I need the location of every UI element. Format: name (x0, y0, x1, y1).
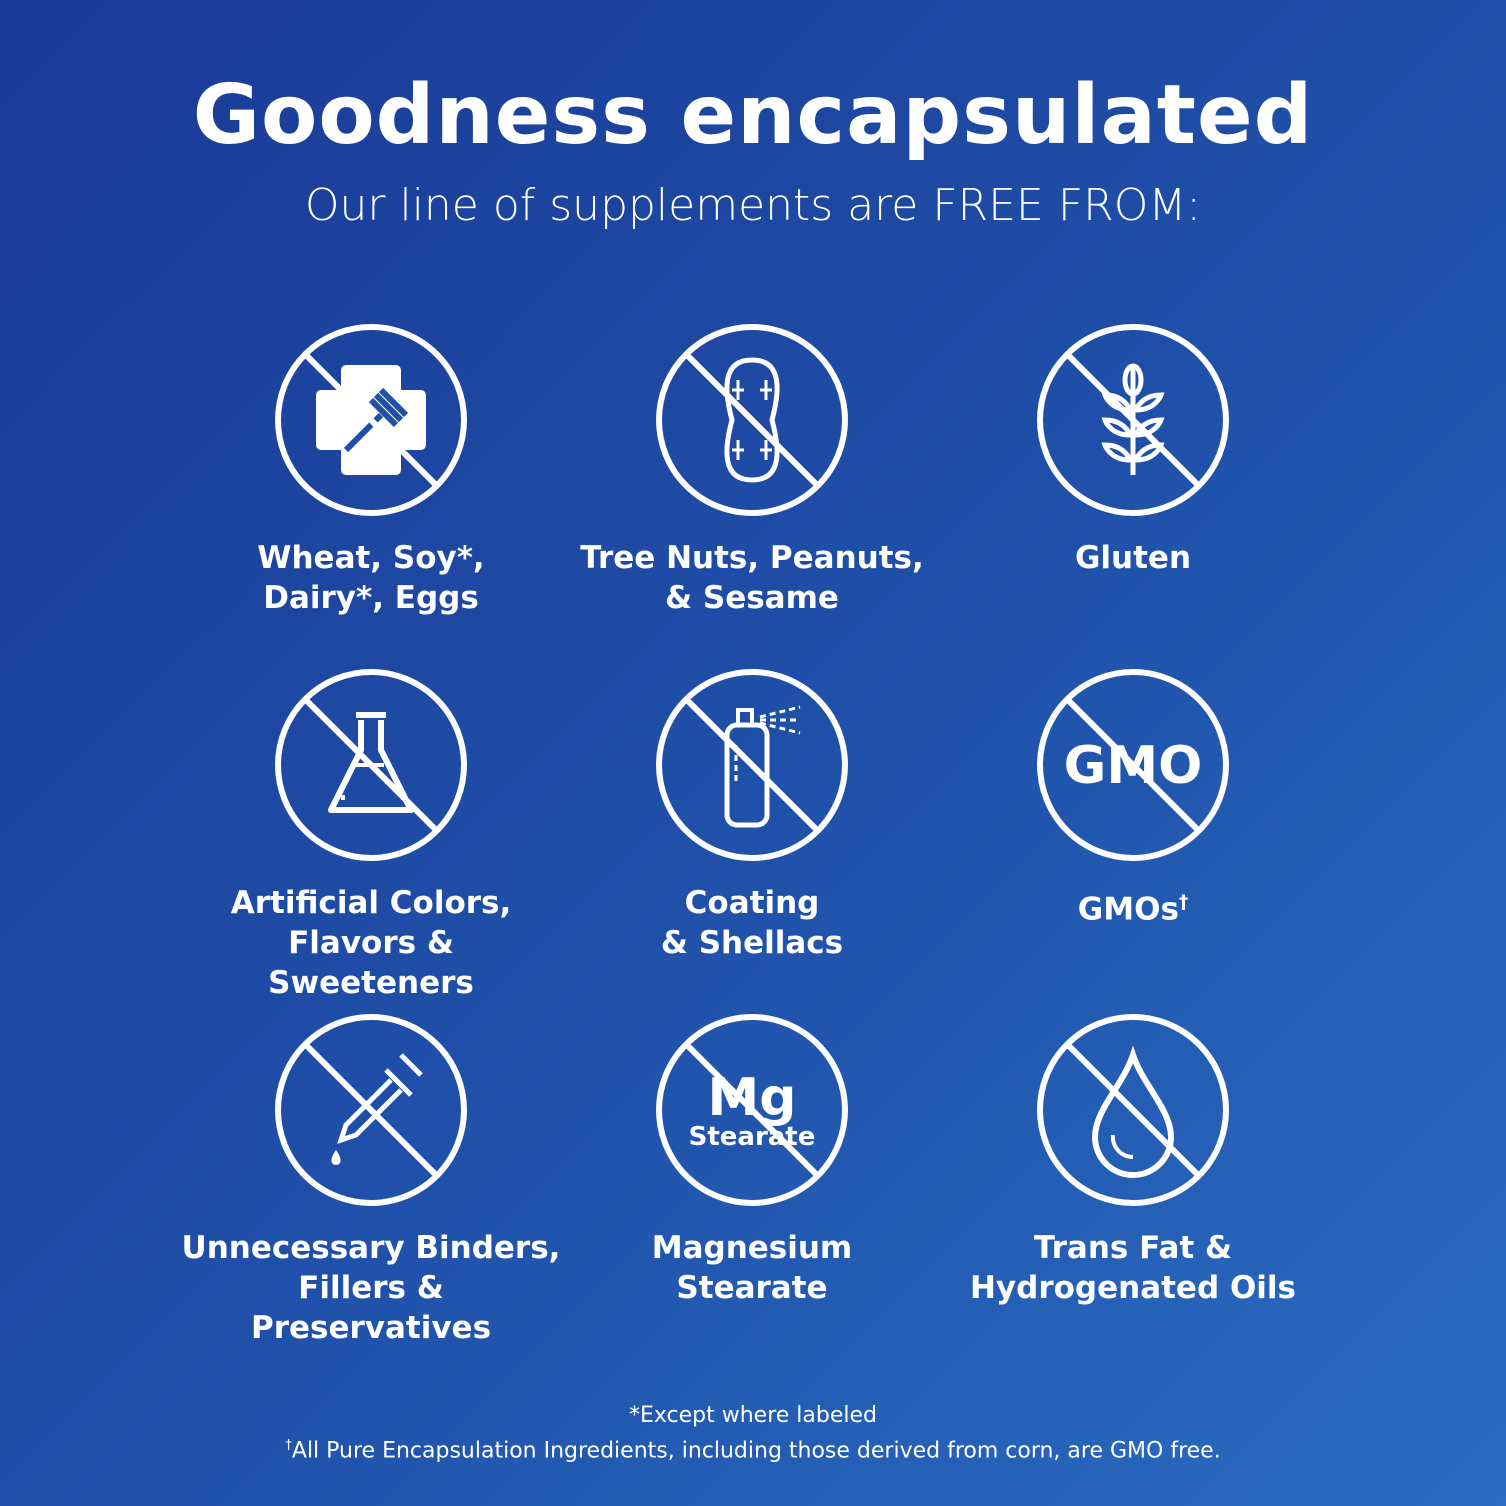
free-from-item: Artificial Colors, Flavors & Sweeteners (181, 665, 561, 1003)
icon-subtext: Stearate (689, 1122, 816, 1152)
item-label: Trans Fat & Hydrogenated Oils (969, 1230, 1296, 1306)
free-from-item: Wheat, Soy*, Dairy*, Eggs (181, 320, 561, 618)
item-label: Tree Nuts, Peanuts, & Sesame (580, 540, 924, 616)
dagger-mark: † (285, 1438, 292, 1453)
dagger-mark: † (1178, 892, 1189, 913)
free-from-item: Unnecessary Binders, Fillers & Preservat… (181, 1010, 561, 1348)
free-from-item: Trans Fat & Hydrogenated Oils (943, 1010, 1323, 1308)
free-from-item: Mg Stearate Magnesium Stearate (562, 1010, 942, 1308)
item-label: Coating & Shellacs (660, 885, 844, 961)
item-label: Magnesium Stearate (651, 1230, 853, 1306)
no-mg-stearate-icon: Mg Stearate (656, 1014, 848, 1206)
no-allergen-icon (275, 324, 467, 516)
free-from-item: Coating & Shellacs (562, 665, 942, 963)
item-label: Gluten (1074, 540, 1192, 576)
no-flask-icon (275, 669, 467, 861)
no-wheat-icon (1037, 324, 1229, 516)
page-title: Goodness encapsulated (192, 68, 1314, 163)
no-peanut-icon (656, 324, 848, 516)
no-spray-icon (656, 669, 848, 861)
no-oil-drop-icon (1037, 1014, 1229, 1206)
no-gmo-icon: GMO (1037, 669, 1229, 861)
item-label: Unnecessary Binders, Fillers & Preservat… (181, 1230, 561, 1346)
free-from-item: GMO GMOs† (943, 665, 1323, 929)
footnote-except: *Except where labeled (628, 1403, 877, 1428)
page-subtitle: Our line of supplements are FREE FROM: (304, 180, 1202, 231)
free-from-item: Tree Nuts, Peanuts, & Sesame (562, 320, 942, 618)
free-from-item: Gluten (943, 320, 1323, 578)
no-dropper-icon (275, 1014, 467, 1206)
footnote-gmo: †All Pure Encapsulation Ingredients, inc… (0, 1438, 1506, 1463)
label-text: GMOs (1077, 891, 1179, 928)
item-label: Wheat, Soy*, Dairy*, Eggs (257, 540, 485, 616)
item-label: Artificial Colors, Flavors & Sweeteners (230, 885, 512, 1001)
icon-text: Mg (708, 1068, 797, 1128)
footnote-text: All Pure Encapsulation Ingredients, incl… (291, 1438, 1221, 1464)
item-label: GMOs† (943, 883, 1323, 929)
